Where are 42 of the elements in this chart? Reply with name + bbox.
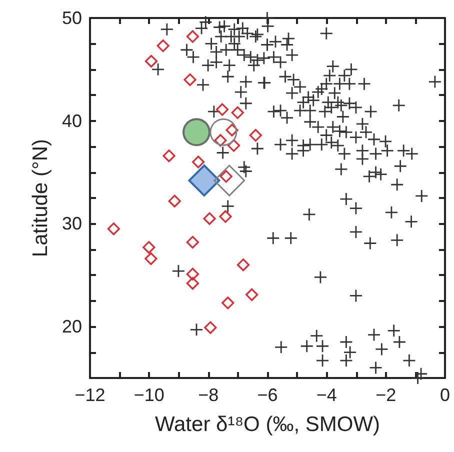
x-tick-label: 0 xyxy=(440,385,450,405)
x-tick-label: −6 xyxy=(257,385,278,405)
point xyxy=(203,212,216,225)
x-tick-label: −10 xyxy=(134,385,164,405)
point xyxy=(214,134,227,147)
point xyxy=(236,258,250,272)
x-tick-label: −2 xyxy=(376,385,396,405)
y-axis-title: Latitude (°N) xyxy=(29,138,52,258)
point xyxy=(144,54,158,68)
point xyxy=(226,124,238,136)
point xyxy=(186,277,199,290)
point xyxy=(184,73,196,86)
point xyxy=(186,30,199,43)
point xyxy=(182,118,210,146)
y-tick-label: 30 xyxy=(62,214,82,234)
point xyxy=(186,236,199,249)
point xyxy=(186,268,199,280)
x-tick-label: −4 xyxy=(316,385,337,405)
y-tick-label: 20 xyxy=(62,316,82,337)
point xyxy=(107,222,120,236)
point xyxy=(219,210,232,223)
point xyxy=(168,194,181,208)
point xyxy=(222,296,234,310)
point xyxy=(188,164,220,197)
point xyxy=(216,103,229,116)
point xyxy=(210,118,238,146)
x-axis-title: Water δ¹⁸O (‰, SMOW) xyxy=(154,413,380,436)
point xyxy=(142,241,156,254)
point xyxy=(144,252,158,265)
point xyxy=(204,321,217,334)
point xyxy=(249,128,262,142)
point xyxy=(162,150,176,162)
point xyxy=(156,39,170,52)
point xyxy=(227,139,240,152)
y-tick-label: 40 xyxy=(62,110,82,131)
point xyxy=(192,156,205,168)
x-tick-label: −8 xyxy=(198,385,219,405)
y-tick-label: 50 xyxy=(62,8,82,28)
x-tick-label: −12 xyxy=(74,385,106,405)
point xyxy=(231,106,244,119)
point xyxy=(214,164,246,196)
point xyxy=(246,288,258,301)
